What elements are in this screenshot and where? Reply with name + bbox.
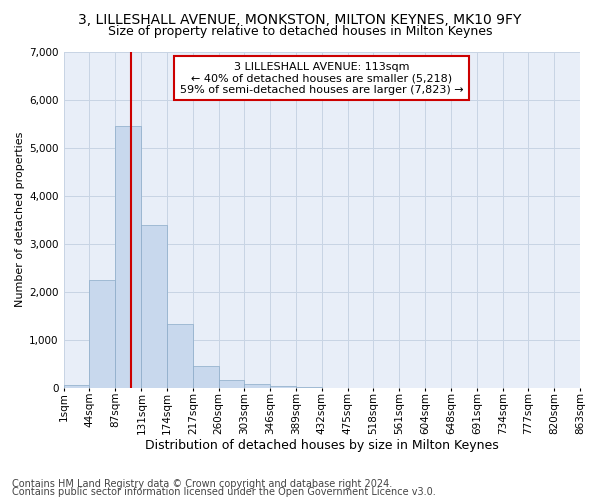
Text: 3 LILLESHALL AVENUE: 113sqm
← 40% of detached houses are smaller (5,218)
59% of : 3 LILLESHALL AVENUE: 113sqm ← 40% of det… xyxy=(180,62,464,95)
Text: Size of property relative to detached houses in Milton Keynes: Size of property relative to detached ho… xyxy=(108,25,492,38)
Bar xyxy=(142,226,167,388)
Bar xyxy=(89,280,115,388)
Bar xyxy=(64,385,89,388)
Y-axis label: Number of detached properties: Number of detached properties xyxy=(15,132,25,308)
Bar xyxy=(270,386,296,388)
Bar xyxy=(219,380,244,388)
Bar xyxy=(167,324,193,388)
Bar xyxy=(115,126,141,388)
Text: Contains public sector information licensed under the Open Government Licence v3: Contains public sector information licen… xyxy=(12,487,436,497)
Bar xyxy=(244,384,270,388)
Text: 3, LILLESHALL AVENUE, MONKSTON, MILTON KEYNES, MK10 9FY: 3, LILLESHALL AVENUE, MONKSTON, MILTON K… xyxy=(79,12,521,26)
Bar xyxy=(193,366,219,388)
Text: Contains HM Land Registry data © Crown copyright and database right 2024.: Contains HM Land Registry data © Crown c… xyxy=(12,479,392,489)
X-axis label: Distribution of detached houses by size in Milton Keynes: Distribution of detached houses by size … xyxy=(145,440,499,452)
